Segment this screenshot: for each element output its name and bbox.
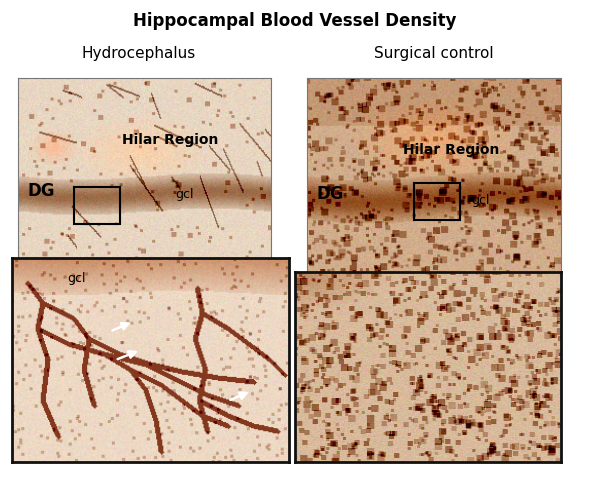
Bar [74, 187, 120, 224]
Text: gcl: gcl [67, 272, 86, 285]
Text: gcl: gcl [472, 194, 490, 207]
Text: Hippocampal Blood Vessel Density: Hippocampal Blood Vessel Density [133, 12, 457, 30]
Text: Hilar Region: Hilar Region [403, 143, 500, 156]
Text: DG: DG [317, 185, 345, 204]
Bar [414, 183, 460, 220]
Text: gcl: gcl [175, 188, 194, 201]
Text: Surgical control: Surgical control [374, 46, 493, 61]
Text: Hydrocephalus: Hydrocephalus [81, 46, 196, 61]
Text: DG: DG [28, 181, 55, 200]
Text: Hilar Region: Hilar Region [122, 133, 218, 147]
